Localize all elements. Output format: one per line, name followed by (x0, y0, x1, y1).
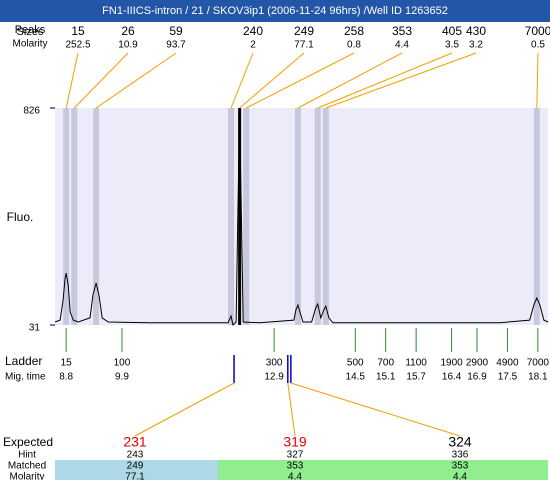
expected-matched: 249 (127, 461, 144, 472)
expected-hint: 327 (287, 450, 304, 461)
expected-matched: 353 (452, 461, 469, 472)
expected-hint: 243 (127, 450, 144, 461)
peak-size: 353 (392, 24, 412, 38)
y-tick-label: 826 (23, 106, 40, 117)
peak-size: 249 (294, 24, 314, 38)
expected-matched: 353 (287, 461, 304, 472)
ladder-size: 500 (347, 358, 364, 369)
peak-band (71, 108, 78, 325)
row-label: Matched (8, 461, 46, 472)
y-axis-label: Fluo. (7, 210, 34, 224)
peak-header: Sizes (17, 26, 44, 38)
peak-molarity: 252.5 (65, 40, 90, 51)
peak-header: Peaks (15, 24, 46, 36)
expected-molarity: 77.1 (125, 472, 145, 480)
expected-molarity: 4.4 (453, 472, 467, 480)
row-label: Expected (3, 435, 53, 449)
expected-expected: 324 (448, 434, 472, 450)
peak-size: 26 (121, 24, 135, 38)
peak-connector (73, 52, 129, 109)
ladder-size: 100 (114, 358, 131, 369)
peak-band (63, 108, 70, 325)
peak-molarity: 3.5 (445, 40, 459, 51)
ladder-size: 1100 (405, 358, 427, 369)
peak-connector (65, 52, 79, 109)
ladder-time: 8.8 (59, 372, 73, 383)
expected-connector (134, 382, 235, 437)
peak-size: 15 (71, 24, 85, 38)
ladder-size: 7000 (527, 358, 550, 369)
mig-time-label: Mig. time (5, 372, 46, 383)
peak-connector (245, 52, 355, 109)
peak-band (243, 108, 250, 325)
ladder-time: 16.9 (467, 372, 487, 383)
chart-title: FN1-IIICS-intron / 21 / SKOV3ip1 (2006-1… (102, 5, 448, 17)
match-cell (385, 460, 548, 480)
peak-band (294, 108, 301, 325)
match-cell (218, 460, 385, 480)
ladder-size: 15 (61, 358, 73, 369)
peak-molarity: 10.9 (118, 40, 138, 51)
peak-molarity: 0.8 (347, 40, 361, 51)
peak-band (227, 108, 234, 325)
row-label: Molarity (9, 472, 44, 480)
match-cell (55, 460, 218, 480)
ladder-time: 12.9 (264, 372, 284, 383)
peak-connector (230, 52, 254, 109)
ladder-size: 2900 (466, 358, 489, 369)
peak-size: 240 (243, 24, 263, 38)
peak-size: 7000 (525, 24, 550, 38)
ladder-time: 17.5 (498, 372, 518, 383)
peak-band (93, 108, 100, 325)
ladder-size: 700 (377, 358, 394, 369)
title-bar (0, 0, 550, 22)
expected-connector (290, 382, 461, 437)
peak-connector (325, 52, 477, 109)
ladder-size: 4900 (496, 358, 519, 369)
peak-molarity: 93.7 (166, 40, 186, 51)
peak-size: 59 (169, 24, 183, 38)
y-tick-label: 31 (29, 323, 41, 334)
peak-connector (317, 52, 453, 109)
expected-expected: 231 (123, 434, 147, 450)
peak-size: 430 (466, 24, 486, 38)
ladder-label: Ladder (5, 354, 42, 368)
peak-band (533, 108, 540, 325)
peak-molarity: 3.2 (469, 40, 483, 51)
expected-molarity: 4.4 (288, 472, 302, 480)
peak-size: 258 (344, 24, 364, 38)
peak-band (314, 108, 321, 325)
ladder-time: 16.4 (442, 372, 462, 383)
ladder-size: 1900 (441, 358, 464, 369)
peak-connector (297, 52, 403, 109)
peak-molarity: 77.1 (294, 40, 314, 51)
row-label: Hint (18, 450, 36, 461)
peak-connector (536, 52, 539, 109)
peak-molarity: 4.4 (395, 40, 409, 51)
trace (54, 109, 549, 326)
peak-connector (95, 52, 177, 109)
peak-molarity: 2 (250, 40, 256, 51)
peak-connector (239, 52, 305, 109)
peak-band (322, 108, 329, 325)
expected-hint: 336 (452, 450, 469, 461)
ladder-time: 18.1 (528, 372, 548, 383)
molarity-label: Molarity (12, 39, 47, 50)
ladder-time: 14.5 (346, 372, 366, 383)
peak-size: 405 (442, 24, 462, 38)
ladder-time: 9.9 (115, 372, 129, 383)
expected-expected: 319 (283, 434, 307, 450)
peak-molarity: 0.5 (531, 40, 545, 51)
expected-connector (287, 382, 296, 437)
peak-band (238, 108, 242, 325)
ladder-time: 15.7 (406, 372, 426, 383)
ladder-time: 15.1 (376, 372, 396, 383)
plot-area (55, 108, 548, 325)
ladder-size: 300 (266, 358, 283, 369)
